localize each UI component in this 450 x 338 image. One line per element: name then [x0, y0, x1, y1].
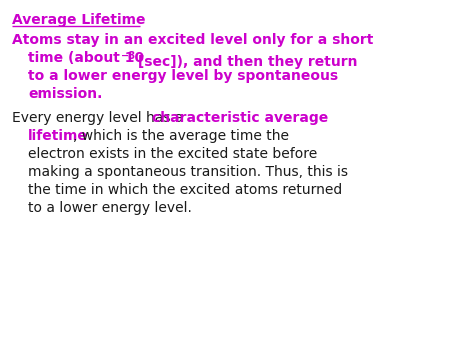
Text: electron exists in the excited state before: electron exists in the excited state bef… [28, 147, 317, 161]
Text: the time in which the excited atoms returned: the time in which the excited atoms retu… [28, 183, 342, 197]
Text: Every energy level has a: Every energy level has a [12, 111, 188, 125]
Text: characteristic average: characteristic average [152, 111, 328, 125]
Text: , which is the average time the: , which is the average time the [73, 129, 289, 143]
Text: emission.: emission. [28, 87, 103, 101]
Text: making a spontaneous transition. Thus, this is: making a spontaneous transition. Thus, t… [28, 165, 348, 179]
Text: time (about 10: time (about 10 [28, 51, 144, 65]
Text: lifetime: lifetime [28, 129, 88, 143]
Text: −8: −8 [121, 51, 136, 61]
Text: to a lower energy level by spontaneous: to a lower energy level by spontaneous [28, 69, 338, 83]
Text: Atoms stay in an excited level only for a short: Atoms stay in an excited level only for … [12, 33, 373, 47]
Text: to a lower energy level.: to a lower energy level. [28, 201, 192, 215]
Text: Average Lifetime: Average Lifetime [12, 13, 145, 27]
Text: [sec]), and then they return: [sec]), and then they return [133, 55, 357, 69]
